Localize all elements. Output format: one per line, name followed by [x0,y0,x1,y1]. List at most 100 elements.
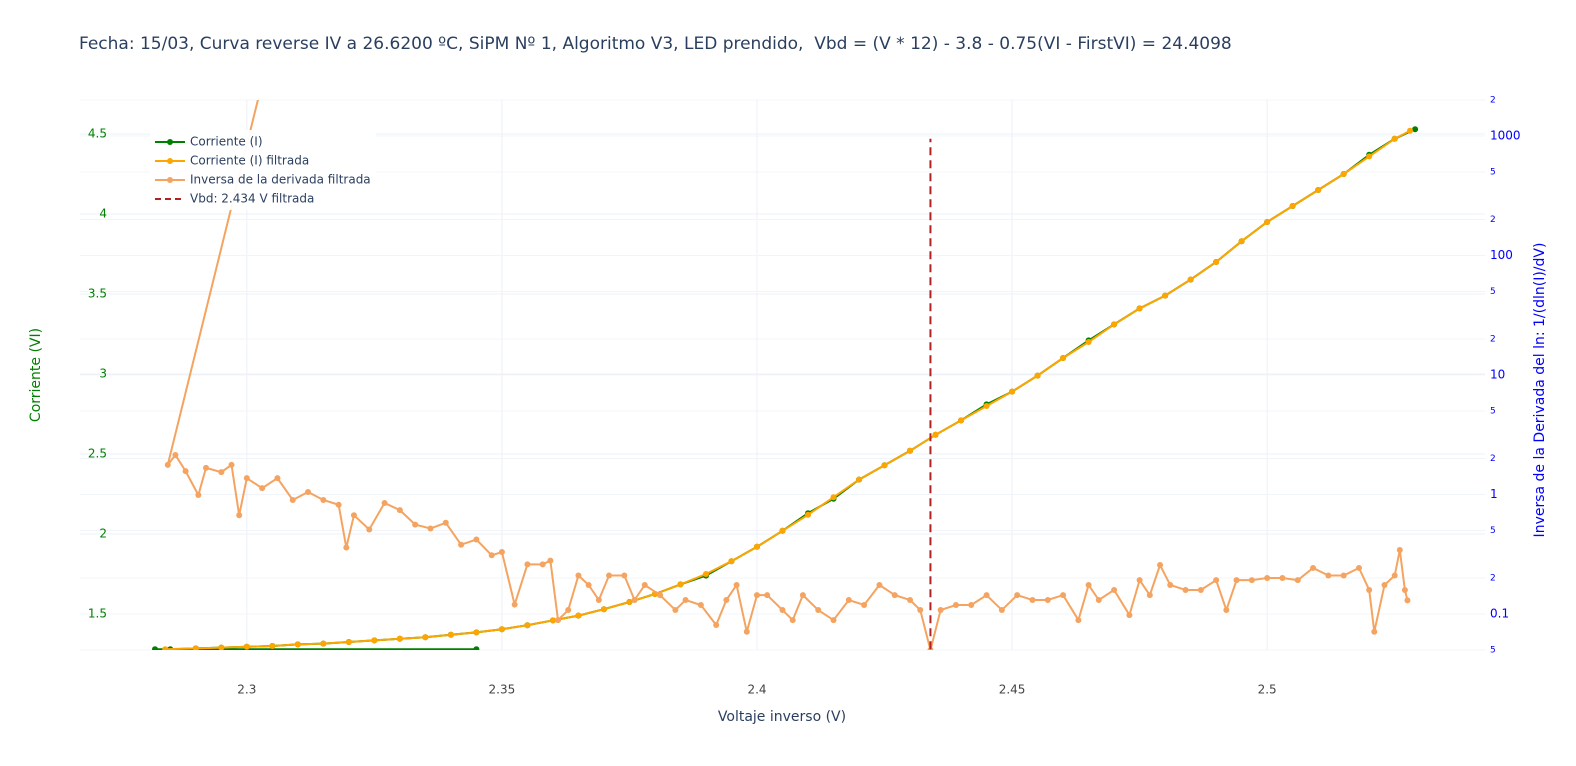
data-point [269,643,276,649]
data-point [1355,564,1362,571]
data-point [1213,577,1220,584]
data-point [1034,372,1041,379]
data-point [1136,577,1143,584]
data-point [861,601,868,608]
data-point [606,572,613,579]
data-point [473,646,480,650]
data-point [203,464,210,471]
data-point [1325,572,1332,579]
data-point [657,592,664,599]
legend-marker [167,139,173,145]
data-point [907,597,914,604]
data-point [830,494,837,501]
data-point [228,461,235,468]
data-point [192,645,199,650]
data-point [932,431,939,438]
data-point [1279,575,1286,582]
data-point [1391,572,1398,579]
data-point [473,629,480,636]
data-point [1187,276,1194,283]
y2-tick-label: 2 [1490,96,1496,106]
data-point [743,628,750,635]
data-point [1044,597,1051,604]
data-point [1126,612,1133,619]
legend-marker [167,158,173,164]
legend-box [150,130,376,210]
data-point [1213,259,1220,265]
data-point [1381,581,1388,588]
data-point [1060,355,1067,361]
data-point [672,607,679,614]
legend-label: Corriente (I) [190,135,263,149]
y2-tick-label: 0.1 [1490,607,1509,621]
data-point [305,488,312,495]
data-point [182,468,189,475]
data-point [1157,562,1164,569]
data-point [498,626,505,633]
data-point [151,646,158,650]
data-point [218,469,225,476]
data-point [1162,292,1169,299]
data-point [641,581,648,588]
y2-tick-label: 5 [1490,526,1496,536]
data-point [371,637,378,644]
data-point [218,644,225,650]
data-point [1396,547,1403,554]
data-point [575,612,582,619]
data-point [789,617,796,624]
data-point [549,617,556,624]
data-point [1401,586,1408,593]
data-point [702,571,709,577]
data-point [343,544,350,551]
data-point [162,646,169,650]
data-point [631,597,638,604]
y2-tick-label: 1000 [1490,128,1521,142]
data-point [1060,592,1067,599]
series-line [166,100,1409,650]
data-point [952,601,959,608]
y2-tick-label: 5 [1490,167,1496,177]
data-point [1238,238,1245,245]
y-tick-label: 4 [99,207,107,221]
data-point [815,607,822,614]
data-point [236,512,243,519]
series-line [165,129,1411,650]
data-point [274,475,281,482]
data-point [195,492,202,499]
data-point [243,475,250,482]
x-tick-label: 2.5 [1258,683,1277,697]
data-point [764,592,771,599]
chart-title: Fecha: 15/03, Curva reverse IV a 26.6200… [79,34,1232,54]
data-point [1340,572,1347,579]
data-point [983,592,990,599]
data-point [381,499,388,506]
data-point [524,622,531,629]
y2-tick-label: 100 [1490,248,1513,262]
data-point [294,641,301,648]
data-point [422,634,429,641]
data-point [1111,321,1118,328]
data-point [366,526,373,533]
data-point [830,617,837,624]
y-tick-label: 2.5 [88,447,107,461]
data-point [539,561,546,568]
data-point [1366,153,1373,160]
data-point [779,607,786,614]
plot-area [151,100,1419,650]
legend-label: Inversa de la derivada filtrada [190,173,371,187]
data-point [595,597,602,604]
data-point [713,621,720,628]
data-point [575,572,582,579]
data-point [1085,581,1092,588]
data-point [1085,339,1092,345]
data-point [1310,564,1317,571]
data-point [753,543,760,550]
x-tick-label: 2.35 [489,683,516,697]
y2-axis-title: Inversa de la Derivada del ln: 1/(dln(I)… [1532,243,1548,538]
data-point [320,640,327,647]
data-point [442,519,449,526]
data-point [1075,617,1082,624]
data-point [259,485,266,492]
data-point [1366,586,1373,593]
